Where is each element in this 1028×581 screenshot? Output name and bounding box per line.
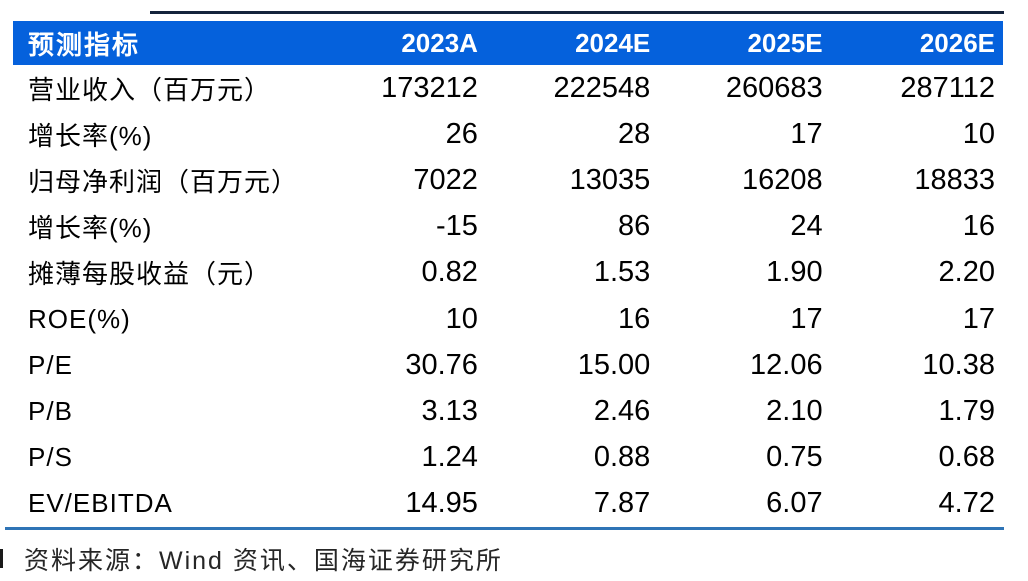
table-cell: 12.06 bbox=[750, 348, 823, 381]
table-cell: 4.72 bbox=[938, 487, 995, 520]
table-cell: 10 bbox=[445, 302, 478, 335]
table-cell: 16 bbox=[962, 210, 995, 243]
table-cell: 16 bbox=[618, 302, 651, 335]
row-label: P/S bbox=[28, 442, 73, 473]
table-cell: 0.68 bbox=[938, 441, 995, 474]
source-note: 资料来源：Wind 资讯、国海证券研究所 bbox=[24, 547, 503, 575]
table-cell: 10.38 bbox=[922, 348, 995, 381]
row-label: P/B bbox=[28, 395, 73, 426]
table-cell: 28 bbox=[618, 117, 651, 150]
table-row-pb: P/B 3.13 2.46 2.10 1.79 bbox=[13, 388, 1003, 434]
header-col-2025e: 2025E bbox=[658, 21, 831, 65]
table-cell: 26 bbox=[445, 117, 478, 150]
table-cell: 287112 bbox=[900, 71, 995, 104]
table-cell: 3.13 bbox=[421, 394, 478, 427]
table-cell: 13035 bbox=[569, 163, 651, 196]
table-cell: 17 bbox=[790, 117, 823, 150]
table-cell: 1.79 bbox=[938, 394, 995, 427]
table-cell: 7.87 bbox=[593, 487, 651, 520]
header-row: 预测指标 2023A 2024E 2025E 2026E bbox=[13, 21, 1003, 65]
header-metric-label: 预测指标 bbox=[13, 21, 314, 65]
table-cell: 2.10 bbox=[766, 394, 823, 427]
row-label: EV/EBITDA bbox=[28, 488, 173, 519]
table-cell: 16208 bbox=[741, 163, 823, 196]
row-label: 增长率(%) bbox=[28, 213, 153, 244]
table-row-pe: P/E 30.76 15.00 12.06 10.38 bbox=[13, 342, 1003, 388]
table-cell: 24 bbox=[790, 210, 823, 243]
forecast-table: 预测指标 2023A 2024E 2025E 2026E 营业收入（百万元） 1… bbox=[13, 21, 1003, 527]
table-cell: 0.82 bbox=[421, 256, 478, 289]
table-row-profit-growth: 增长率(%) -15 86 24 16 bbox=[13, 204, 1003, 250]
row-label: 归母净利润（百万元） bbox=[28, 166, 299, 197]
table-row-roe: ROE(%) 10 16 17 17 bbox=[13, 296, 1003, 342]
table-row-diluted-eps: 摊薄每股收益（元） 0.82 1.53 1.90 2.20 bbox=[13, 250, 1003, 296]
table-cell: 1.53 bbox=[593, 256, 651, 289]
table-cell: 18833 bbox=[914, 163, 995, 196]
table-cell: 2.46 bbox=[593, 394, 651, 427]
table-cell: 173212 bbox=[381, 71, 478, 104]
forecast-table-body: 营业收入（百万元） 173212 222548 260683 287112 增长… bbox=[13, 65, 1003, 527]
row-label: 增长率(%) bbox=[28, 120, 153, 151]
table-cell: 10 bbox=[962, 117, 995, 150]
table-cell: 1.90 bbox=[766, 256, 823, 289]
table-cell: 17 bbox=[962, 302, 995, 335]
table-cell: 14.95 bbox=[405, 487, 478, 520]
row-label: P/E bbox=[28, 349, 73, 380]
table-row-ev-ebitda: EV/EBITDA 14.95 7.87 6.07 4.72 bbox=[13, 481, 1003, 527]
row-label: ROE(%) bbox=[28, 303, 131, 334]
header-col-2023a: 2023A bbox=[313, 21, 486, 65]
forecast-table-header: 预测指标 2023A 2024E 2025E 2026E bbox=[13, 21, 1003, 65]
top-crop-line bbox=[150, 11, 1004, 14]
table-cell: 30.76 bbox=[405, 348, 478, 381]
table-cell: 222548 bbox=[553, 71, 651, 104]
header-col-2026e: 2026E bbox=[830, 21, 1003, 65]
table-cell: 17 bbox=[790, 302, 823, 335]
row-label: 摊薄每股收益（元） bbox=[28, 259, 272, 290]
left-edge-crop-mark bbox=[0, 549, 3, 568]
table-row-revenue: 营业收入（百万元） 173212 222548 260683 287112 bbox=[13, 65, 1003, 111]
table-cell: 7022 bbox=[413, 163, 478, 196]
table-cell: 0.88 bbox=[593, 441, 651, 474]
table-cell: 1.24 bbox=[421, 441, 478, 474]
table-row-net-profit: 归母净利润（百万元） 7022 13035 16208 18833 bbox=[13, 157, 1003, 203]
table-row-revenue-growth: 增长率(%) 26 28 17 10 bbox=[13, 111, 1003, 157]
bottom-divider-rule bbox=[5, 527, 1004, 530]
table-cell: 86 bbox=[618, 210, 651, 243]
table-cell: 6.07 bbox=[766, 487, 823, 520]
row-label: 营业收入（百万元） bbox=[28, 74, 272, 105]
table-cell: 15.00 bbox=[577, 348, 651, 381]
table-cell: 0.75 bbox=[766, 441, 823, 474]
table-cell: 260683 bbox=[725, 71, 823, 104]
header-col-2024e: 2024E bbox=[485, 21, 659, 65]
table-cell: 2.20 bbox=[938, 256, 995, 289]
table-row-ps: P/S 1.24 0.88 0.75 0.68 bbox=[13, 435, 1003, 481]
table-cell: -15 bbox=[436, 210, 478, 243]
